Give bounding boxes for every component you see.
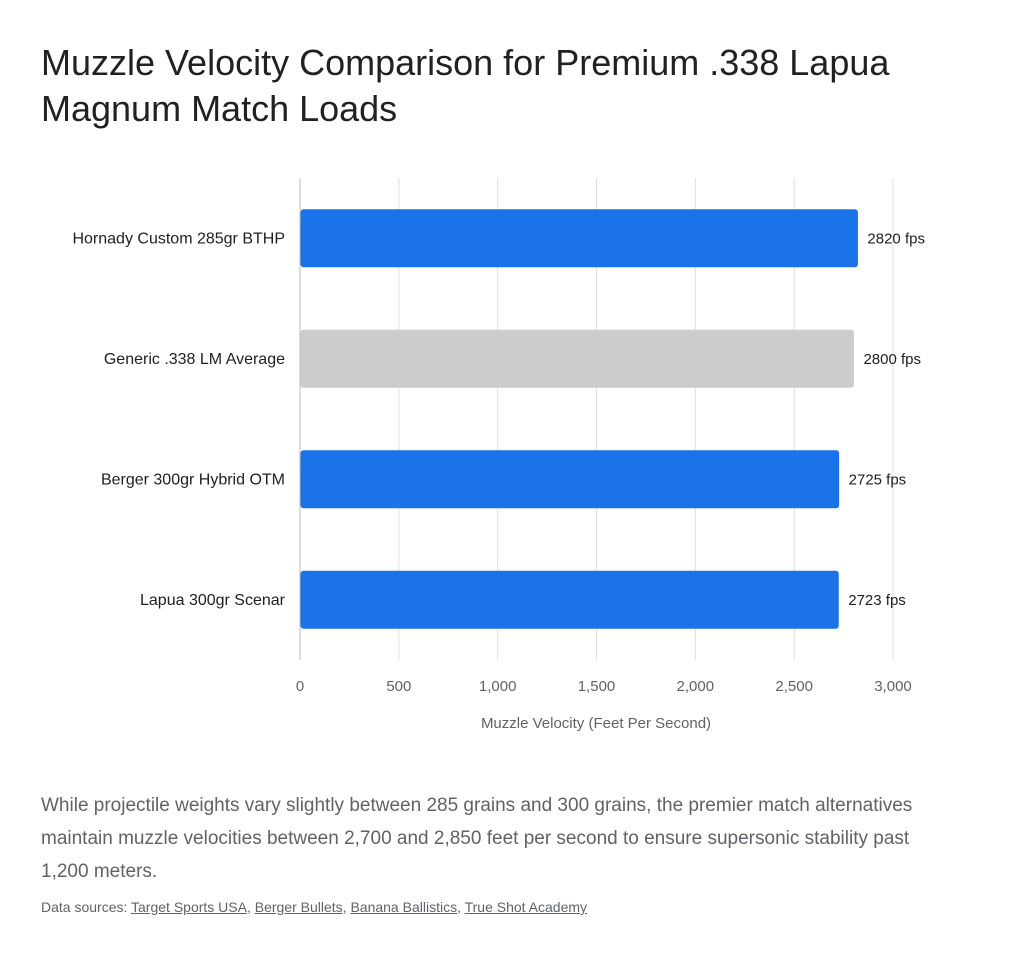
x-tick-label: 2,000 [677, 678, 715, 695]
category-label: Hornady Custom 285gr BTHP [72, 230, 285, 247]
data-label: 2820 fps [867, 230, 925, 247]
data-label: 2725 fps [849, 471, 907, 488]
data-label: 2800 fps [863, 351, 921, 368]
x-tick-label: 500 [386, 678, 411, 695]
x-tick-label: 2,500 [775, 678, 813, 695]
category-label: Berger 300gr Hybrid OTM [101, 471, 285, 488]
bars [300, 209, 858, 629]
category-labels: Hornady Custom 285gr BTHP Generic .338 LM… [72, 230, 285, 609]
bar [300, 209, 858, 268]
x-axis-label: Muzzle Velocity (Feet Per Second) [481, 715, 711, 732]
source-link[interactable]: Target Sports USA [131, 899, 247, 915]
category-label: Lapua 300gr Scenar [140, 592, 286, 609]
source-link[interactable]: Berger Bullets [254, 899, 343, 915]
category-label: Generic .338 LM Average [104, 351, 285, 368]
chart-description: While projectile weights vary slightly b… [41, 795, 913, 882]
sources-prefix: Data sources: [41, 899, 132, 915]
x-tick-labels: 0 500 1,000 1,500 2,000 2,500 3,000 [296, 678, 912, 695]
data-sources: Data sources: Target Sports USA, Berger … [41, 899, 588, 915]
data-label: 2723 fps [848, 592, 906, 609]
data-labels: 2820 fps 2800 fps 2725 fps 2723 fps [848, 230, 925, 609]
bar-chart: Hornady Custom 285gr BTHP Generic .338 LM… [72, 178, 925, 732]
bar [300, 570, 839, 629]
chart-title: Muzzle Velocity Comparison for Premium .… [41, 42, 890, 129]
source-link[interactable]: Banana Ballistics [350, 899, 458, 915]
source-link[interactable]: True Shot Academy [464, 899, 588, 915]
x-tick-label: 1,500 [578, 678, 616, 695]
bar [300, 450, 840, 509]
x-tick-label: 1,000 [479, 678, 517, 695]
x-tick-label: 3,000 [874, 678, 912, 695]
bar [300, 329, 854, 388]
x-tick-label: 0 [296, 678, 304, 695]
